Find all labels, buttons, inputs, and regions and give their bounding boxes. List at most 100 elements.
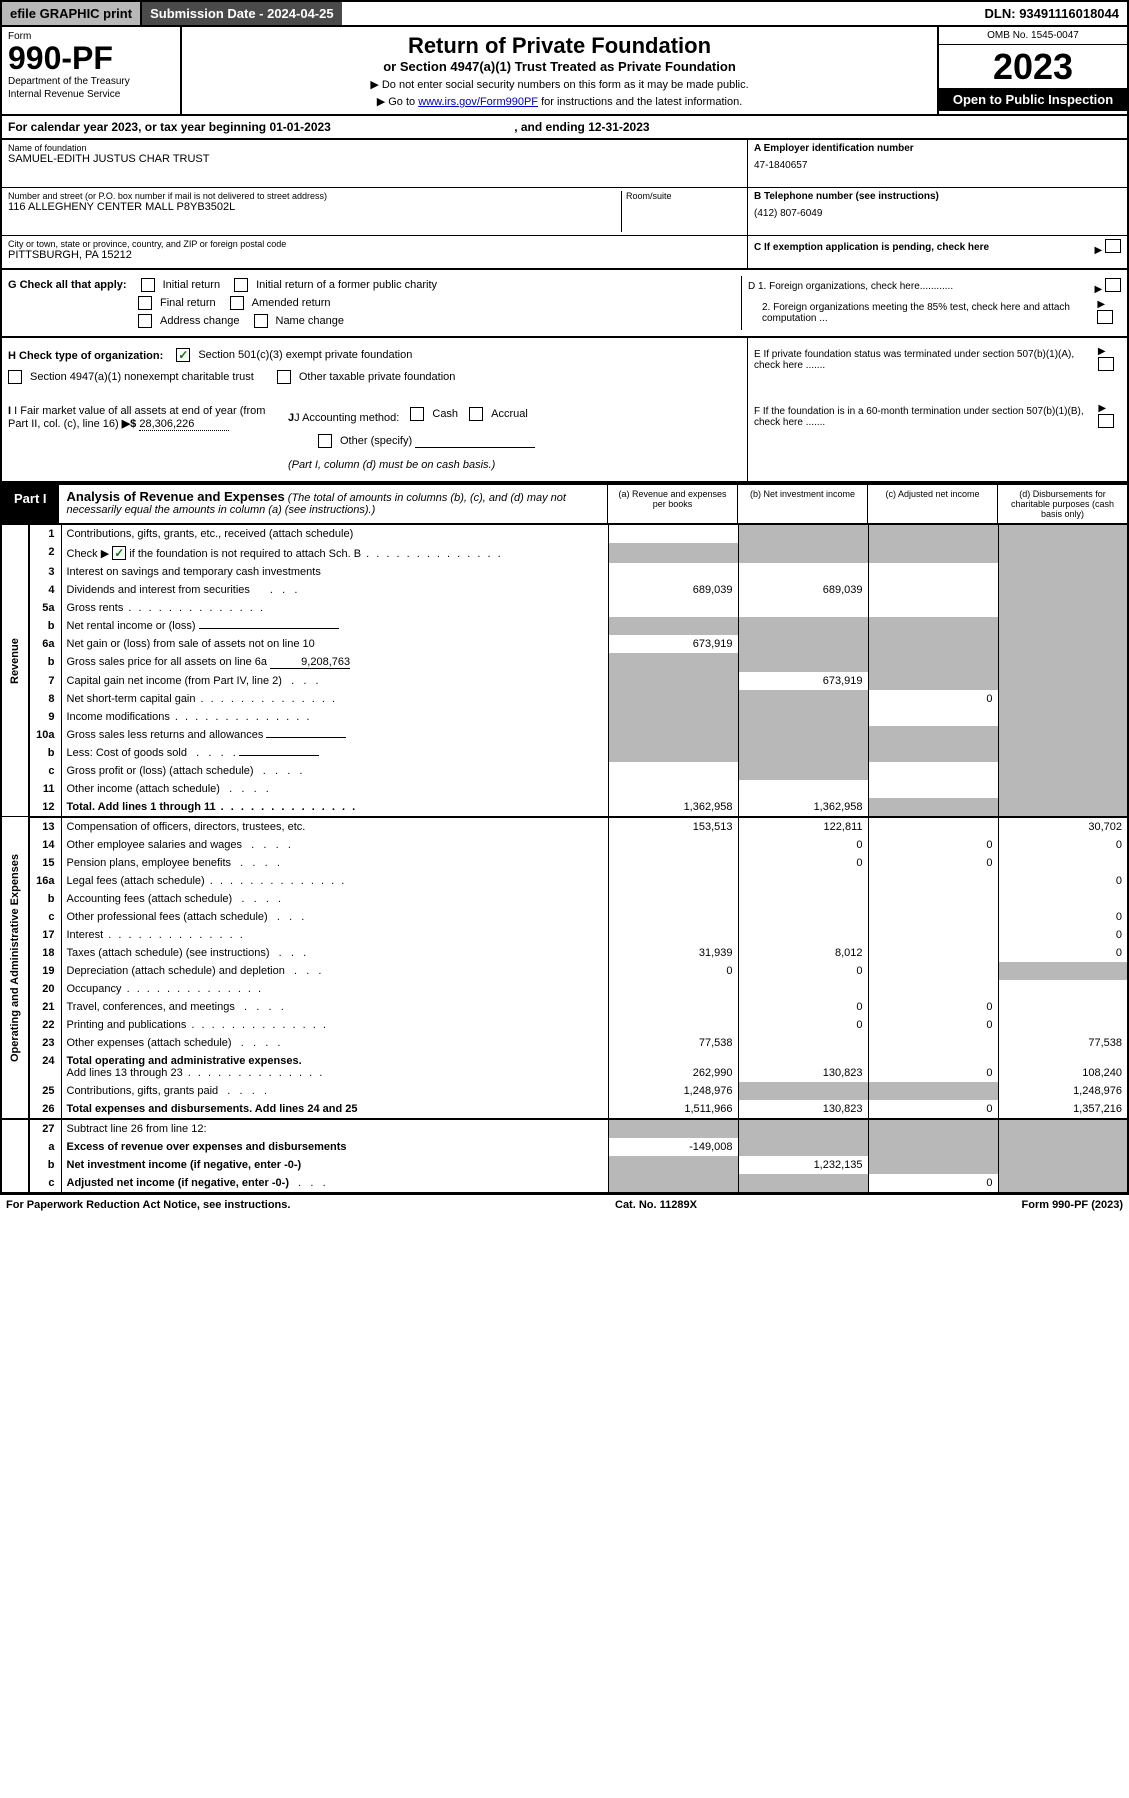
table-row: 3Interest on savings and temporary cash … <box>1 563 1128 581</box>
initial-return-checkbox[interactable] <box>141 278 155 292</box>
top-bar: efile GRAPHIC print Submission Date - 20… <box>0 0 1129 27</box>
line-num: 5a <box>29 599 61 617</box>
schb-checkbox[interactable]: ✓ <box>112 546 126 560</box>
goto-post: for instructions and the latest informat… <box>538 96 742 108</box>
ssn-note: ▶ Do not enter social security numbers o… <box>188 78 931 91</box>
table-row: bGross sales price for all assets on lin… <box>1 653 1128 672</box>
phone-value: (412) 807-6049 <box>754 208 1121 219</box>
j-row: JJ Accounting method: Cash Accrual <box>288 401 741 428</box>
g-row: G Check all that apply: Initial return I… <box>8 276 741 294</box>
amount: 1,362,958 <box>738 798 868 817</box>
line-num: b <box>29 1156 61 1174</box>
amount: 0 <box>868 836 998 854</box>
dept-treasury: Department of the Treasury <box>8 76 174 87</box>
d1-checkbox[interactable] <box>1105 278 1121 292</box>
col-b-header: (b) Net investment income <box>737 485 867 523</box>
revenue-side-label: Revenue <box>1 525 29 798</box>
col-a-header: (a) Revenue and expenses per books <box>607 485 737 523</box>
table-row: cGross profit or (loss) (attach schedule… <box>1 762 1128 780</box>
amount: 130,823 <box>738 1100 868 1119</box>
other-method-checkbox[interactable] <box>318 434 332 448</box>
table-row: cAdjusted net income (if negative, enter… <box>1 1174 1128 1193</box>
other-taxable-checkbox[interactable] <box>277 370 291 384</box>
name-change-checkbox[interactable] <box>254 314 268 328</box>
line-num: 3 <box>29 563 61 581</box>
table-row: 5aGross rents <box>1 599 1128 617</box>
501c3-checkbox[interactable]: ✓ <box>176 348 190 362</box>
amount: 1,357,216 <box>998 1100 1128 1119</box>
amount: 0 <box>868 854 998 872</box>
line-num: 15 <box>29 854 61 872</box>
f-checkbox[interactable] <box>1098 414 1114 428</box>
line-desc: Occupancy <box>61 980 608 998</box>
calendar-year-row: For calendar year 2023, or tax year begi… <box>0 116 1129 140</box>
line-desc: Net rental income or (loss) <box>61 617 608 635</box>
line-num: 2 <box>29 543 61 563</box>
line-desc: Printing and publications <box>61 1016 608 1034</box>
cash-checkbox[interactable] <box>410 407 424 421</box>
table-row: 6aNet gain or (loss) from sale of assets… <box>1 635 1128 653</box>
line-num: b <box>29 617 61 635</box>
exemption-cell: C If exemption application is pending, c… <box>748 236 1127 268</box>
cal-end: 12-31-2023 <box>588 120 649 134</box>
final-return-checkbox[interactable] <box>138 296 152 310</box>
line-num: a <box>29 1138 61 1156</box>
table-row: Revenue 1Contributions, gifts, grants, e… <box>1 525 1128 543</box>
line-num: 10a <box>29 726 61 744</box>
line-num: b <box>29 653 61 672</box>
line-num: 19 <box>29 962 61 980</box>
d2-label: 2. Foreign organizations meeting the 85%… <box>748 302 1097 324</box>
amount: 0 <box>868 1174 998 1193</box>
irs-link[interactable]: www.irs.gov/Form990PF <box>418 96 538 108</box>
line-desc: Net investment income (if negative, ente… <box>61 1156 608 1174</box>
amount: 77,538 <box>608 1034 738 1052</box>
phone-cell: B Telephone number (see instructions) (4… <box>748 188 1127 236</box>
amended-return-checkbox[interactable] <box>230 296 244 310</box>
table-row: 21Travel, conferences, and meetings . . … <box>1 998 1128 1016</box>
line-desc: Excess of revenue over expenses and disb… <box>61 1138 608 1156</box>
line-desc: Gross sales price for all assets on line… <box>61 653 608 672</box>
amount: 673,919 <box>738 672 868 690</box>
e-checkbox[interactable] <box>1098 357 1114 371</box>
i-j-section: I I Fair market value of all assets at e… <box>0 395 1129 483</box>
line-desc: Compensation of officers, directors, tru… <box>61 817 608 836</box>
d2-checkbox[interactable] <box>1097 310 1113 324</box>
cash-label: Cash <box>432 408 458 420</box>
h-label: H Check type of organization: <box>8 350 163 362</box>
line-desc: Capital gain net income (from Part IV, l… <box>61 672 608 690</box>
line-num: c <box>29 908 61 926</box>
initial-public-checkbox[interactable] <box>234 278 248 292</box>
amount: 262,990 <box>608 1052 738 1082</box>
table-row: 8Net short-term capital gain0 <box>1 690 1128 708</box>
table-row: 25Contributions, gifts, grants paid . . … <box>1 1082 1128 1100</box>
address-change-checkbox[interactable] <box>138 314 152 328</box>
accrual-checkbox[interactable] <box>469 407 483 421</box>
amount: 77,538 <box>998 1034 1128 1052</box>
table-row: 12Total. Add lines 1 through 111,362,958… <box>1 798 1128 817</box>
header-center: Return of Private Foundation or Section … <box>182 27 937 114</box>
line-desc: Interest <box>61 926 608 944</box>
j-note: (Part I, column (d) must be on cash basi… <box>288 455 741 475</box>
exemption-checkbox[interactable] <box>1105 239 1121 253</box>
d1-label: D 1. Foreign organizations, check here..… <box>748 281 953 292</box>
4947-checkbox[interactable] <box>8 370 22 384</box>
info-grid: Name of foundation SAMUEL-EDITH JUSTUS C… <box>0 140 1129 270</box>
amount: 0 <box>738 836 868 854</box>
line-desc: Contributions, gifts, grants paid . . . … <box>61 1082 608 1100</box>
efile-print-button[interactable]: efile GRAPHIC print <box>2 2 142 25</box>
g-h-section: G Check all that apply: Initial return I… <box>0 270 1129 338</box>
info-right: A Employer identification number 47-1840… <box>747 140 1127 268</box>
line-num: 6a <box>29 635 61 653</box>
street-address: 116 ALLEGHENY CENTER MALL P8YB3502L <box>8 201 621 213</box>
table-row: bLess: Cost of goods sold . . . . <box>1 744 1128 762</box>
line-num: 1 <box>29 525 61 543</box>
line-desc: Dividends and interest from securities. … <box>61 581 608 599</box>
amount: 689,039 <box>738 581 868 599</box>
line-num: 22 <box>29 1016 61 1034</box>
line-num: 17 <box>29 926 61 944</box>
part1-title-cell: Analysis of Revenue and Expenses (The to… <box>59 485 607 523</box>
other-method-label: Other (specify) <box>340 435 412 447</box>
table-row: Operating and Administrative Expenses 13… <box>1 817 1128 836</box>
table-row: bNet investment income (if negative, ent… <box>1 1156 1128 1174</box>
col-d-header: (d) Disbursements for charitable purpose… <box>997 485 1127 523</box>
